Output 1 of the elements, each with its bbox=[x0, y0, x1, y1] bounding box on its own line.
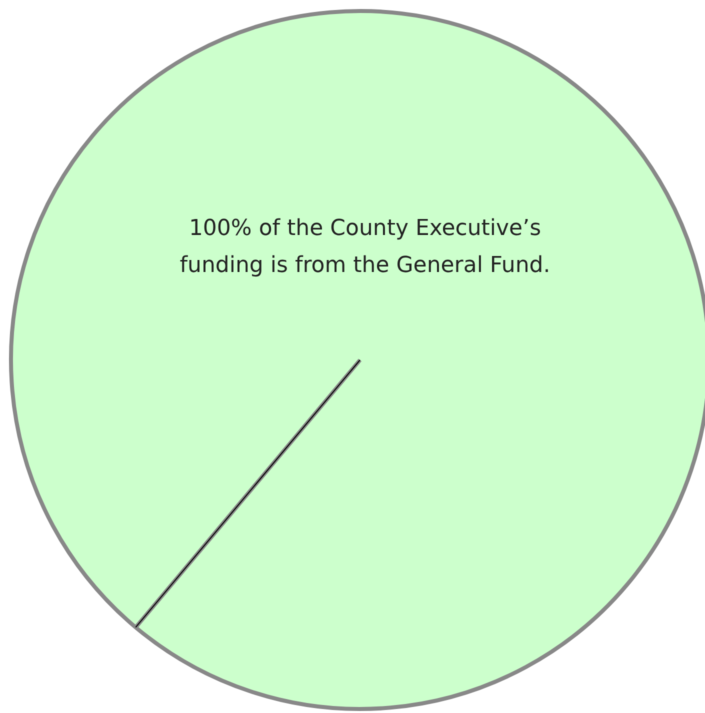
text: 100% of the County Executive’s funding is from the General Fund. bbox=[178, 215, 552, 280]
